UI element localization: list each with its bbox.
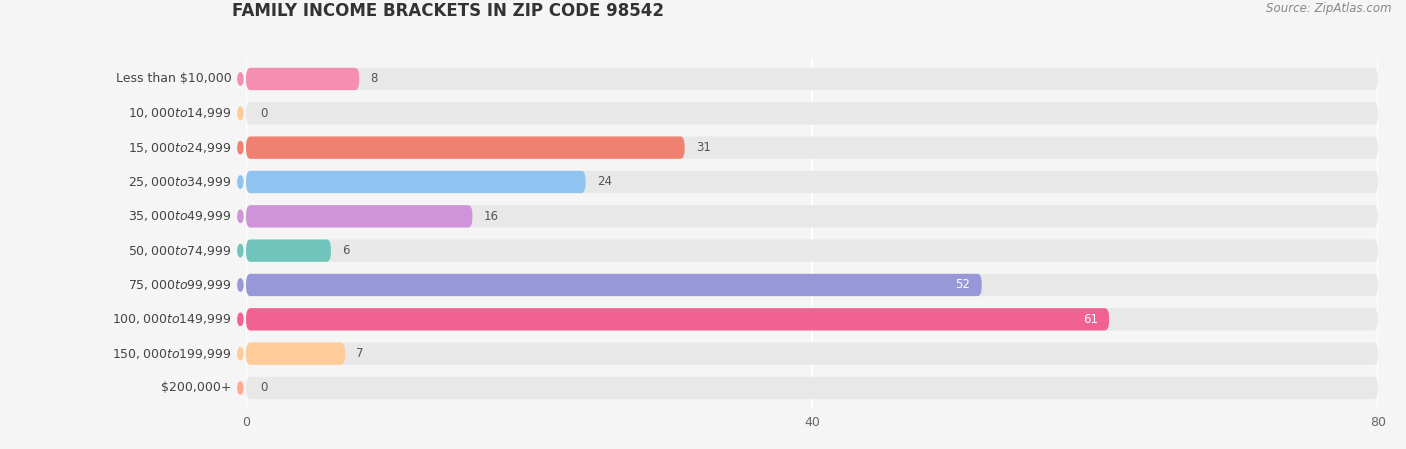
Circle shape [238,176,243,188]
FancyBboxPatch shape [246,171,1378,193]
Text: 16: 16 [484,210,499,223]
FancyBboxPatch shape [246,68,359,90]
FancyBboxPatch shape [246,136,685,159]
Text: $50,000 to $74,999: $50,000 to $74,999 [128,244,232,258]
FancyBboxPatch shape [246,308,1378,330]
Text: 31: 31 [696,141,711,154]
FancyBboxPatch shape [246,274,1378,296]
Text: Less than $10,000: Less than $10,000 [117,72,232,85]
Text: 8: 8 [371,72,378,85]
Text: 7: 7 [356,347,364,360]
Circle shape [238,244,243,257]
FancyBboxPatch shape [246,102,1378,124]
FancyBboxPatch shape [246,205,1378,228]
Text: 0: 0 [260,107,267,120]
Circle shape [238,141,243,154]
Text: $15,000 to $24,999: $15,000 to $24,999 [128,141,232,154]
Circle shape [238,73,243,85]
Circle shape [238,382,243,394]
FancyBboxPatch shape [246,68,1378,90]
FancyBboxPatch shape [246,239,1378,262]
Text: 24: 24 [598,176,612,189]
Text: 52: 52 [956,278,970,291]
Text: Source: ZipAtlas.com: Source: ZipAtlas.com [1267,2,1392,15]
FancyBboxPatch shape [246,171,585,193]
Text: $10,000 to $14,999: $10,000 to $14,999 [128,106,232,120]
FancyBboxPatch shape [246,377,1378,399]
Text: $100,000 to $149,999: $100,000 to $149,999 [112,313,232,326]
Text: $25,000 to $34,999: $25,000 to $34,999 [128,175,232,189]
Text: $35,000 to $49,999: $35,000 to $49,999 [128,209,232,223]
Circle shape [238,348,243,360]
Text: 6: 6 [342,244,350,257]
Text: $200,000+: $200,000+ [162,382,232,395]
FancyBboxPatch shape [246,274,981,296]
Circle shape [238,279,243,291]
Text: 0: 0 [260,382,267,395]
Text: FAMILY INCOME BRACKETS IN ZIP CODE 98542: FAMILY INCOME BRACKETS IN ZIP CODE 98542 [232,2,664,20]
FancyBboxPatch shape [246,343,1378,365]
FancyBboxPatch shape [246,136,1378,159]
FancyBboxPatch shape [246,343,344,365]
Circle shape [238,313,243,326]
FancyBboxPatch shape [246,239,330,262]
Text: 61: 61 [1083,313,1098,326]
Circle shape [238,210,243,223]
Text: $150,000 to $199,999: $150,000 to $199,999 [112,347,232,361]
Circle shape [238,107,243,119]
Text: $75,000 to $99,999: $75,000 to $99,999 [128,278,232,292]
FancyBboxPatch shape [246,205,472,228]
FancyBboxPatch shape [246,308,1109,330]
